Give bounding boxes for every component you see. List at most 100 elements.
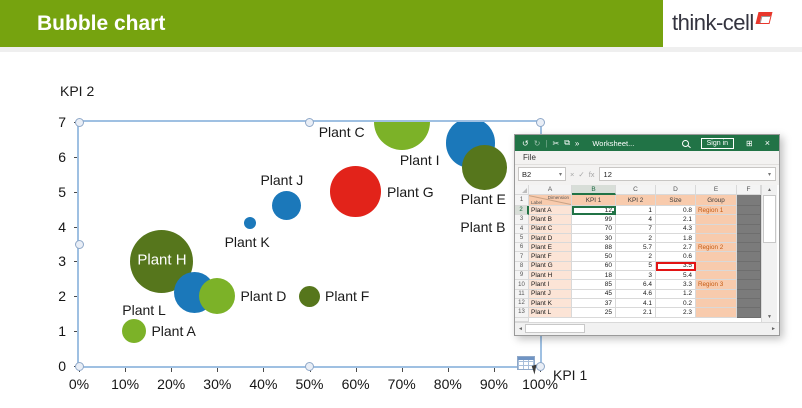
cell-F1[interactable] bbox=[737, 195, 761, 206]
cell-A4[interactable]: Plant C bbox=[529, 224, 572, 234]
cell-E7[interactable] bbox=[696, 252, 737, 262]
bubble-plant-e[interactable] bbox=[462, 145, 507, 190]
row-header-11[interactable]: 11 bbox=[515, 289, 529, 299]
cell-D11[interactable]: 1.2 bbox=[656, 289, 696, 299]
formula-input[interactable]: 12 ▾ bbox=[598, 167, 776, 181]
cell-A13[interactable]: Plant L bbox=[529, 308, 572, 318]
selection-handle[interactable] bbox=[305, 118, 314, 127]
cell-C5[interactable]: 2 bbox=[616, 233, 656, 244]
cell-B5[interactable]: 30 bbox=[572, 233, 616, 244]
header-size[interactable]: Size bbox=[656, 195, 696, 206]
cell-D9[interactable]: 5.4 bbox=[656, 271, 696, 281]
cell-A2[interactable]: Plant A bbox=[529, 206, 572, 216]
cell-A5[interactable]: Plant D bbox=[529, 233, 572, 244]
cell-C8[interactable]: 5 bbox=[616, 261, 656, 272]
selection-handle[interactable] bbox=[75, 118, 84, 127]
label-dimension-cell[interactable]: Dimension Label bbox=[529, 195, 572, 206]
cell-F2[interactable] bbox=[737, 206, 761, 216]
cell-F13[interactable] bbox=[737, 308, 761, 318]
cell-A12[interactable]: Plant K bbox=[529, 298, 572, 309]
row-header-6[interactable]: 6 bbox=[515, 243, 529, 253]
cell-A7[interactable]: Plant F bbox=[529, 252, 572, 262]
scroll-down-icon[interactable]: ▼ bbox=[767, 314, 772, 321]
cell-D13[interactable]: 2.3 bbox=[656, 308, 696, 318]
cell-B7[interactable]: 50 bbox=[572, 252, 616, 262]
select-all-corner[interactable] bbox=[515, 185, 529, 195]
cell-B12[interactable]: 37 bbox=[572, 298, 616, 309]
bubble-plant-g[interactable] bbox=[330, 166, 381, 218]
row-header-3[interactable]: 3 bbox=[515, 215, 529, 225]
header-group[interactable]: Group bbox=[696, 195, 737, 206]
cell-E2[interactable]: Region 1 bbox=[696, 206, 737, 216]
row-header-10[interactable]: 10 bbox=[515, 280, 529, 290]
selection-handle[interactable] bbox=[536, 118, 545, 127]
cell-E12[interactable] bbox=[696, 298, 737, 309]
insert-function-icon[interactable]: fx bbox=[588, 169, 595, 179]
cell-D7[interactable]: 0.6 bbox=[656, 252, 696, 262]
cell-F4[interactable] bbox=[737, 224, 761, 234]
enter-icon[interactable]: ✓ bbox=[578, 169, 585, 179]
column-header-A[interactable]: A bbox=[529, 185, 572, 195]
cell-E10[interactable]: Region 3 bbox=[696, 280, 737, 290]
cell-F7[interactable] bbox=[737, 252, 761, 262]
row-header-4[interactable]: 4 bbox=[515, 224, 529, 234]
cell-D5[interactable]: 1.8 bbox=[656, 233, 696, 244]
column-header-F[interactable]: F bbox=[737, 185, 761, 195]
cell-B3[interactable]: 99 bbox=[572, 215, 616, 225]
row-header-partial[interactable] bbox=[515, 317, 529, 322]
cell-C11[interactable]: 4.6 bbox=[616, 289, 656, 299]
redo-icon[interactable]: ↻ bbox=[533, 138, 541, 148]
cell-D4[interactable]: 4.3 bbox=[656, 224, 696, 234]
name-box[interactable]: B2 ▾ bbox=[518, 167, 566, 181]
cell-A8[interactable]: Plant G bbox=[529, 261, 572, 272]
cell-E3[interactable] bbox=[696, 215, 737, 225]
name-box-dropdown-icon[interactable]: ▾ bbox=[558, 171, 562, 178]
cell-C12[interactable]: 4.1 bbox=[616, 298, 656, 309]
cell-C6[interactable]: 5.7 bbox=[616, 243, 656, 253]
close-icon[interactable]: × bbox=[764, 138, 770, 148]
cell-B11[interactable]: 45 bbox=[572, 289, 616, 299]
scroll-up-icon[interactable]: ▲ bbox=[767, 186, 772, 193]
cell-C3[interactable]: 4 bbox=[616, 215, 656, 225]
cell-D6[interactable]: 2.7 bbox=[656, 243, 696, 253]
cell-C2[interactable]: 1 bbox=[616, 206, 656, 216]
cut-icon[interactable]: ✂ bbox=[552, 138, 560, 148]
selection-handle[interactable] bbox=[536, 362, 545, 371]
cell-F10[interactable] bbox=[737, 280, 761, 290]
selection-handle[interactable] bbox=[75, 240, 84, 249]
bubble-plant-d[interactable] bbox=[199, 278, 236, 315]
sign-in-button[interactable]: Sign in bbox=[700, 137, 735, 149]
row-header-13[interactable]: 13 bbox=[515, 308, 529, 318]
column-header-B[interactable]: B bbox=[572, 185, 616, 195]
cell-B8[interactable]: 60 bbox=[572, 261, 616, 272]
row-header-2[interactable]: 2 bbox=[515, 206, 529, 216]
bubble-plant-k[interactable] bbox=[243, 217, 256, 230]
file-menu[interactable]: File bbox=[515, 151, 779, 165]
cell-C9[interactable]: 3 bbox=[616, 271, 656, 281]
cell-F12[interactable] bbox=[737, 298, 761, 309]
search-icon[interactable] bbox=[681, 139, 689, 147]
row-header-12[interactable]: 12 bbox=[515, 298, 529, 309]
cell-F8[interactable] bbox=[737, 261, 761, 272]
bubble-plant-a[interactable] bbox=[122, 319, 147, 344]
cell-E5[interactable] bbox=[696, 233, 737, 244]
cell-B2[interactable]: 12 bbox=[572, 206, 616, 216]
cell-F3[interactable] bbox=[737, 215, 761, 225]
undo-icon[interactable]: ↺ bbox=[522, 138, 529, 148]
cell-C13[interactable]: 2.1 bbox=[616, 308, 656, 318]
cell-E6[interactable]: Region 2 bbox=[696, 243, 737, 253]
vertical-scroll-thumb[interactable] bbox=[763, 195, 776, 243]
cell-E8[interactable] bbox=[696, 261, 737, 272]
cell-D3[interactable]: 2.1 bbox=[656, 215, 696, 225]
header-kpi1[interactable]: KPI 1 bbox=[572, 195, 616, 206]
cancel-icon[interactable]: × bbox=[570, 169, 575, 179]
cell-B6[interactable]: 88 bbox=[572, 243, 616, 253]
cell-A9[interactable]: Plant H bbox=[529, 271, 572, 281]
scroll-right-icon[interactable]: ► bbox=[771, 325, 776, 332]
cell-E4[interactable] bbox=[696, 224, 737, 234]
cell-C10[interactable]: 6.4 bbox=[616, 280, 656, 290]
cell-D2[interactable]: 0.8 bbox=[656, 206, 696, 216]
cell-F11[interactable] bbox=[737, 289, 761, 299]
cell-D12[interactable]: 0.2 bbox=[656, 298, 696, 309]
scroll-left-icon[interactable]: ◄ bbox=[518, 325, 523, 332]
